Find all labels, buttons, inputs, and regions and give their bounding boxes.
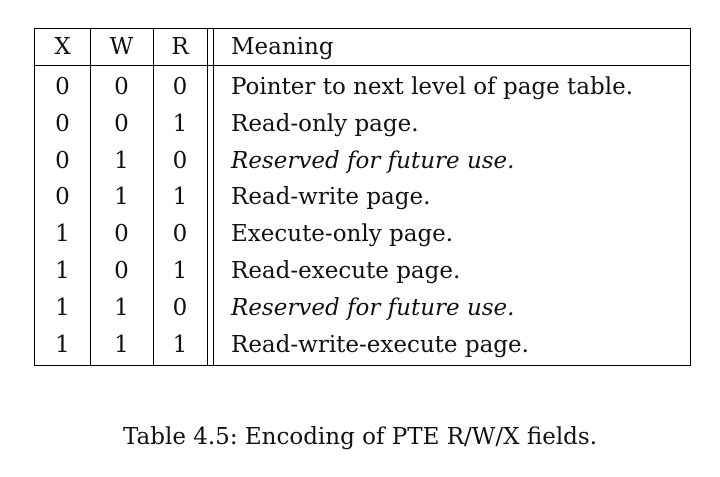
cell-meaning: Read-only page. [231,110,419,137]
column-double-divider-left [207,29,208,365]
cell-x: 0 [55,74,70,100]
header-r: R [171,34,189,60]
table-row: 1 0 0 Execute-only page. [35,217,690,251]
cell-x: 1 [55,221,70,248]
cell-w: 1 [114,184,129,211]
header-row: X W R Meaning [35,30,690,64]
pte-encoding-table: X W R Meaning 0 0 0 Pointer to next level o… [34,28,691,366]
cell-x: 0 [55,110,70,137]
cell-meaning: Pointer to next level of page table. [231,74,634,100]
cell-w: 1 [114,294,129,321]
table-row: 0 1 1 Read-write page. [35,180,690,214]
cell-w: 0 [114,74,129,100]
cell-r: 0 [172,147,188,174]
column-divider-w-r [153,29,154,365]
cell-r: 1 [172,331,188,358]
cell-w: 0 [114,258,129,284]
table-caption: Table 4.5: Encoding of PTE R/W/X fields. [122,424,598,450]
cell-r: 0 [172,74,188,100]
header-x: X [54,34,71,60]
table-row: 0 0 0 Pointer to next level of page table. [35,70,690,104]
table-row: 1 1 0 Reserved for future use. [35,291,690,325]
cell-meaning: Read-write page. [231,184,431,211]
cell-w: 1 [114,147,129,174]
header-divider [35,65,690,66]
column-double-divider-right [213,29,214,365]
cell-w: 0 [114,221,129,248]
cell-w: 0 [114,110,129,137]
cell-x: 1 [55,294,70,321]
cell-r: 1 [172,184,188,211]
cell-x: 0 [55,147,70,174]
cell-r: 1 [172,110,188,137]
cell-r: 0 [172,221,188,248]
table-row: 1 1 1 Read-write-execute page. [35,328,690,362]
cell-meaning: Read-write-execute page. [231,331,529,358]
cell-r: 0 [172,294,188,321]
cell-meaning: Reserved for future use. [231,294,515,321]
cell-x: 1 [55,258,70,284]
table-row: 0 1 0 Reserved for future use. [35,144,690,178]
cell-w: 1 [114,331,129,358]
header-meaning: Meaning [231,34,334,60]
cell-r: 1 [172,258,188,284]
header-w: W [109,34,134,60]
cell-meaning: Execute-only page. [231,221,454,248]
column-divider-x-w [90,29,91,365]
cell-x: 0 [55,184,70,211]
cell-meaning: Reserved for future use. [231,147,515,174]
table-row: 1 0 1 Read-execute page. [35,254,690,288]
table-row: 0 0 1 Read-only page. [35,107,690,141]
cell-meaning: Read-execute page. [231,258,461,284]
cell-x: 1 [55,331,70,358]
